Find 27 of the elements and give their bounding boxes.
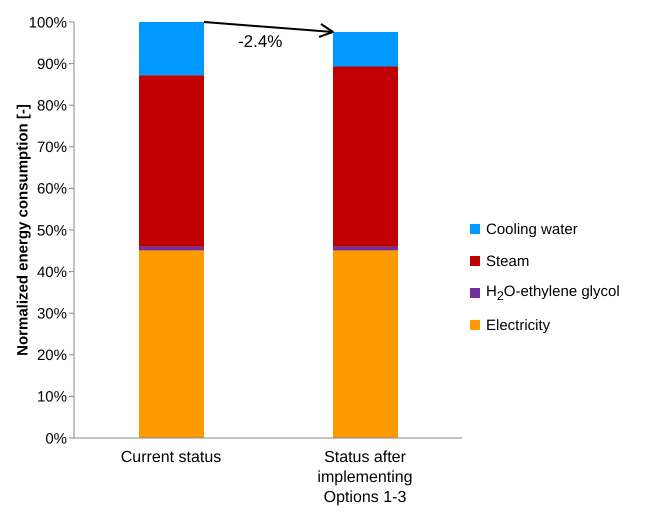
y-tick-label: 10% [36, 388, 67, 406]
y-tick-label: 100% [28, 14, 67, 32]
bar [139, 246, 204, 250]
y-tick-label: 0% [45, 430, 67, 448]
bar [139, 75, 204, 247]
annotation: -2.4% [238, 32, 282, 52]
y-tick-label: 70% [36, 139, 67, 156]
y-tick-label: 90% [36, 56, 67, 73]
bar [139, 250, 204, 438]
bar [333, 250, 398, 438]
bar [333, 66, 398, 247]
y-tick-label: 40% [36, 264, 67, 281]
legend-label: Steam [486, 252, 530, 270]
y-tick-label: 80% [36, 98, 67, 115]
bar [333, 246, 398, 250]
x-tick-label: Status after implementing Options 1-3 [317, 449, 413, 506]
y-axis-title: Normalized energy consumption [-] [14, 104, 32, 356]
x-tick-label: Current status [120, 449, 222, 466]
legend-label: H$_{2}$O-ethylene glycol [486, 283, 620, 303]
legend-label: Cooling water [486, 220, 578, 238]
y-tick-label: 60% [36, 180, 67, 198]
bar [139, 22, 204, 76]
bar [333, 32, 398, 67]
legend-label: Electricity [486, 316, 550, 334]
y-tick-label: 20% [36, 347, 67, 364]
y-tick-label: 30% [36, 306, 67, 323]
y-tick-label: 50% [36, 222, 67, 240]
